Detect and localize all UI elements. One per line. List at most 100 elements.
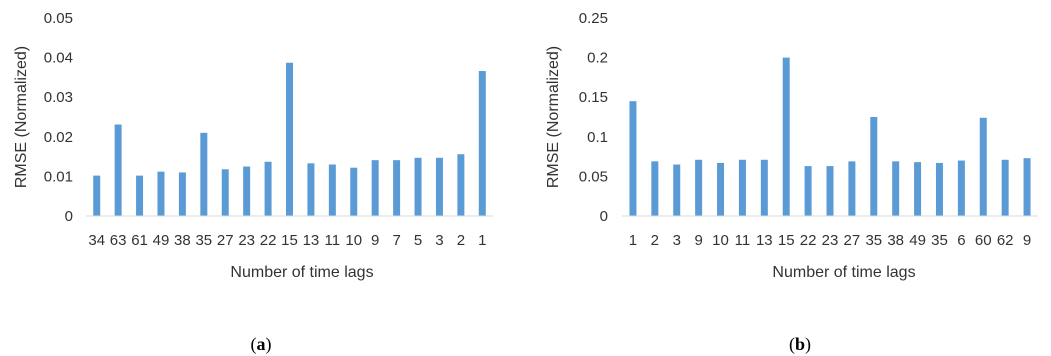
x-tick-label-b-11: 35	[865, 232, 882, 249]
bar-a-12	[350, 167, 358, 216]
x-tick-label-b-18: 9	[1023, 232, 1031, 249]
bar-b-16	[979, 117, 987, 216]
bar-b-8	[804, 166, 812, 216]
x-tick-labels-a: 34 63 61 49 38 35 27 23 22 15 13 11 10 9 7 5 3 2 1	[88, 232, 486, 249]
x-tick-label-b-8: 22	[800, 232, 817, 249]
bar-a-1	[114, 124, 122, 216]
x-tick-label-a-14: 7	[392, 232, 400, 249]
bar-a-5	[200, 132, 208, 216]
bar-b-5	[738, 159, 746, 216]
bar-b-0	[629, 101, 637, 216]
x-tick-label-b-10: 27	[844, 232, 861, 249]
x-tick-label-b-3: 9	[694, 232, 702, 249]
panel-label-a: a	[257, 334, 266, 354]
bar-a-4	[178, 172, 186, 216]
bar-b-9	[826, 166, 834, 216]
x-tick-label-a-0: 34	[88, 232, 105, 249]
x-tick-label-a-13: 9	[371, 232, 379, 249]
y-tick-label-b-1: 0.05	[579, 168, 608, 185]
x-tick-label-b-2: 3	[673, 232, 681, 249]
panel-caption-a: (a)	[251, 334, 272, 355]
bar-a-17	[457, 154, 465, 216]
x-tick-label-b-9: 23	[822, 232, 839, 249]
x-tick-label-b-16: 60	[975, 232, 992, 249]
y-tick-label-b-2: 0.1	[587, 129, 608, 146]
x-tick-label-a-4: 38	[174, 232, 191, 249]
x-tick-label-a-5: 35	[195, 232, 212, 249]
bar-a-8	[264, 161, 272, 216]
x-tick-label-b-13: 49	[909, 232, 926, 249]
x-tick-label-a-9: 15	[281, 232, 298, 249]
bar-a-6	[221, 169, 229, 216]
y-tick-labels-a: 0 0.01 0.02 0.03 0.04 0.05	[44, 10, 73, 225]
panel-caption-b: (b)	[789, 334, 811, 355]
bar-a-3	[157, 171, 165, 216]
chart-panel-a: 00.010.020.030.040.05 34 63 61 49 38 35 27 23 22…	[13, 10, 493, 355]
bar-a-11	[328, 164, 336, 216]
chart-panel-b: 00.050.10.150.20.25 1 2 3 9 10 11 13 15 22 23 27 35…	[545, 10, 1038, 355]
y-tick-label-b-5: 0.25	[579, 10, 608, 27]
x-tick-label-a-17: 2	[457, 232, 465, 249]
x-axis-label-b: Number of time lags	[772, 264, 915, 281]
bar-a-18	[478, 71, 486, 216]
y-tick-label-a-4: 0.04	[44, 50, 73, 67]
x-tick-label-a-7: 23	[238, 232, 255, 249]
y-tick-label-b-3: 0.15	[579, 89, 608, 106]
y-tick-label-a-2: 0.02	[44, 129, 73, 146]
bar-b-7	[782, 57, 790, 216]
bars-a	[93, 62, 486, 216]
bar-a-14	[393, 160, 401, 216]
bar-b-12	[892, 161, 900, 216]
bar-b-1	[651, 161, 659, 216]
x-tick-label-a-2: 61	[131, 232, 148, 249]
x-tick-labels-b: 1 2 3 9 10 11 13 15 22 23 27 35 38 49 35 6 60 62 9	[629, 232, 1031, 249]
bar-b-6	[760, 159, 768, 216]
bar-b-2	[673, 164, 681, 216]
x-tick-label-a-1: 63	[110, 232, 127, 249]
bar-b-15	[957, 160, 965, 216]
bar-a-9	[286, 62, 293, 216]
x-tick-label-a-10: 13	[303, 232, 320, 249]
bar-b-13	[914, 162, 922, 216]
bar-a-15	[414, 157, 422, 216]
x-tick-label-a-12: 10	[345, 232, 362, 249]
x-tick-label-b-17: 62	[997, 232, 1014, 249]
x-tick-label-b-15: 6	[957, 232, 965, 249]
x-axis-label-a: Number of time lags	[230, 264, 373, 281]
x-tick-label-b-6: 13	[756, 232, 773, 249]
y-tick-label-a-5: 0.05	[44, 10, 73, 27]
bar-a-10	[307, 163, 315, 216]
y-tick-label-a-1: 0.01	[44, 168, 73, 185]
x-tick-label-b-14: 35	[931, 232, 948, 249]
x-tick-label-a-6: 27	[217, 232, 234, 249]
x-tick-label-b-4: 10	[712, 232, 729, 249]
y-tick-label-b-4: 0.2	[587, 50, 608, 67]
bar-a-16	[435, 157, 443, 216]
x-tick-label-b-7: 15	[778, 232, 795, 249]
bar-a-13	[371, 160, 379, 216]
bar-b-3	[695, 159, 703, 216]
bar-a-2	[136, 175, 144, 216]
y-tick-label-a-0: 0	[65, 208, 73, 225]
bar-a-7	[243, 166, 251, 216]
x-tick-label-a-11: 11	[325, 232, 341, 249]
y-tick-label-b-0: 0	[600, 208, 608, 225]
x-tick-label-a-15: 5	[414, 232, 422, 249]
x-tick-label-b-5: 11	[735, 232, 751, 249]
y-axis-label-b: RMSE (Normalized)	[545, 46, 562, 188]
x-tick-label-a-8: 22	[260, 232, 277, 249]
bar-b-17	[1001, 159, 1009, 216]
x-tick-label-b-0: 1	[629, 232, 637, 249]
x-tick-label-a-16: 3	[435, 232, 443, 249]
bar-b-11	[870, 117, 878, 216]
bar-a-0	[93, 175, 101, 216]
bars-b	[629, 57, 1031, 216]
x-tick-label-b-1: 2	[651, 232, 659, 249]
y-tick-label-a-3: 0.03	[44, 89, 73, 106]
x-tick-label-b-12: 38	[887, 232, 904, 249]
bar-b-18	[1023, 158, 1031, 216]
y-axis-label-a: RMSE (Normalized)	[13, 46, 30, 188]
panel-label-b: b	[795, 334, 805, 354]
x-tick-label-a-3: 49	[153, 232, 170, 249]
